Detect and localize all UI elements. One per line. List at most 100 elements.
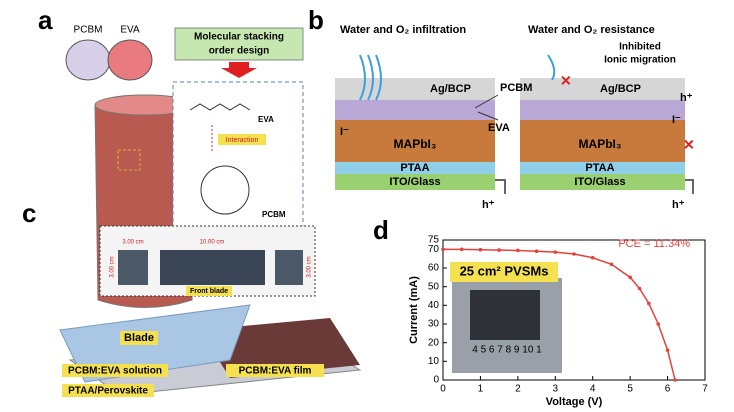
data-point [609,262,614,267]
dimension: 3.00 cm [122,240,143,246]
label: EVA [258,115,274,124]
inset-cell [470,290,540,340]
strip [160,250,265,285]
x-tick-label: 0 [440,384,446,395]
strip [275,250,303,285]
x-axis-label: Voltage (V) [546,396,603,408]
label: h⁺ [680,92,693,104]
label: PTAA/Perovskite [68,386,148,397]
y-tick-label: 40 [428,300,440,311]
arrow [221,62,257,78]
data-point [647,301,651,306]
strip [118,250,148,285]
layer-label: Ag/BCP [600,83,641,95]
data-point [628,275,632,280]
label: h⁺ [672,199,685,211]
label: I⁻ [672,114,681,126]
layer-label: ITO/Glass [389,176,440,188]
layer-label: PTAA [585,162,614,174]
layer-label: PTAA [400,162,429,174]
x-tick-label: 1 [478,384,484,395]
molecule [189,103,251,111]
data-point [478,247,483,252]
label: PCBM [74,25,103,36]
header: order design [209,46,270,57]
label: Interaction [226,137,259,144]
inset-title-bg [450,262,558,282]
label-bg [62,364,168,377]
balloon [107,39,153,81]
panel-letter: a [38,5,53,35]
block-mark: ✕ [560,73,572,89]
label: h⁺ [482,199,495,211]
y-tick-label: 60 [428,263,440,274]
data-point [516,248,520,253]
y-tick-label: 10 [428,356,440,367]
x-tick-label: 6 [665,384,671,395]
data-point [534,249,539,253]
water-arrow [547,54,556,81]
label: I⁻ [340,126,349,138]
label: Front blade [190,288,228,295]
y-tick-label: 50 [428,281,440,292]
data-line [443,248,676,381]
data-point [441,247,445,252]
x-tick-label: 3 [553,384,559,395]
panel-letter: d [373,215,389,245]
label-bg [186,286,232,296]
data-point [656,322,661,326]
data-point [553,250,558,254]
label: EVA [488,122,510,134]
x-tick-label: 4 [590,384,596,395]
data-point [572,252,576,256]
layer-label: MAPbI₃ [394,137,437,151]
pointer [474,94,499,109]
block-mark: ✕ [683,137,695,153]
label: Blade [124,332,154,344]
x-tick-label: 5 [627,384,633,395]
label-bg [218,134,266,145]
panel-letter: c [22,198,36,228]
panel-letter: b [308,5,324,35]
arrow [685,179,694,194]
fullerene [200,165,250,215]
data-point [459,247,464,252]
note: Inhibited [619,42,661,53]
y-tick-label: 70 [428,244,440,255]
label-bg [226,364,324,377]
water-arrow [359,54,382,101]
annotation: PCE = 11.34% [618,238,690,250]
inset-title: 25 cm² PVSMs [460,263,549,278]
data-point [590,255,595,260]
device-left [335,78,495,190]
plot-frame [442,239,706,381]
header-box [174,27,304,61]
label-bg [120,331,158,345]
y-tick-label: 75 [428,235,440,246]
layer-label: Ag/BCP [430,83,471,95]
x-tick-label: 2 [515,384,521,395]
label: PCBM [500,82,532,94]
data-point [673,378,677,382]
label: EVA [120,25,140,36]
layer-label: ITO/Glass [574,176,625,188]
y-tick-label: 0 [433,375,439,386]
dimension: 10.00 cm [200,240,225,246]
x-tick-label: 7 [702,384,708,395]
data-point [497,248,501,252]
layer-label: MAPbI₃ [579,137,622,151]
balloon [65,39,111,81]
dimension: 3.00 cm [307,256,313,277]
device-right [520,78,685,190]
arrow [495,179,506,194]
y-tick-label: 20 [428,337,440,348]
note: Ionic migration [604,55,676,66]
data-point [637,286,642,291]
pointer [477,111,499,121]
y-axis-label: Current (mA) [408,276,420,344]
data-point [665,348,670,352]
dimension: 3.00 cm [110,256,116,277]
header: Molecular stacking [194,32,284,43]
